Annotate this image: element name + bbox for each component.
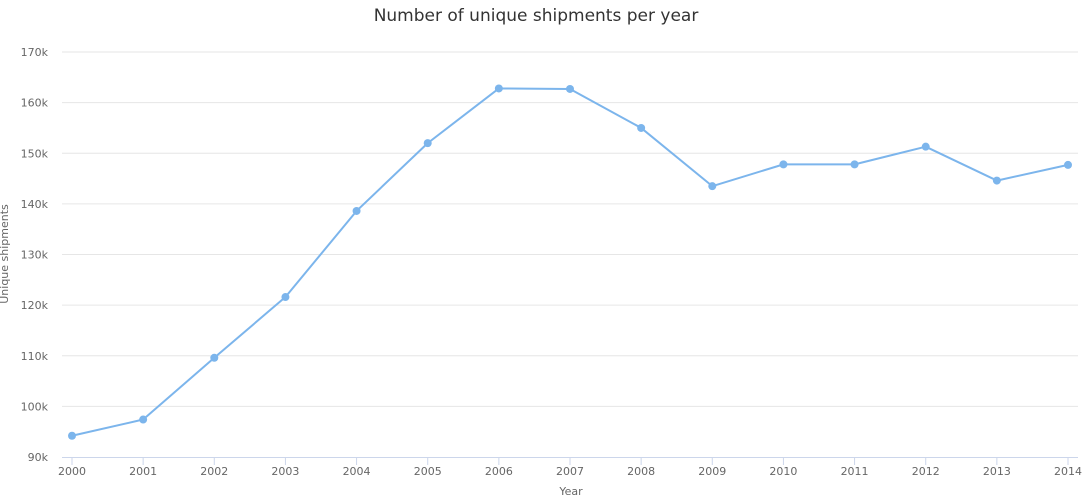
- y-tick-label: 140k: [21, 198, 49, 211]
- x-tick-label: 2003: [271, 465, 299, 478]
- x-tick-label: 2011: [841, 465, 869, 478]
- series-line: [71, 87, 1069, 437]
- data-point[interactable]: [494, 84, 503, 93]
- data-point[interactable]: [281, 293, 290, 302]
- data-point[interactable]: [68, 431, 76, 440]
- y-tick-label: 120k: [21, 299, 49, 312]
- y-tick-label: 110k: [21, 350, 49, 363]
- x-tick-label: 2001: [129, 465, 157, 478]
- series-layer: [71, 87, 1069, 437]
- data-point[interactable]: [850, 160, 859, 169]
- data-point[interactable]: [992, 176, 1001, 185]
- data-point[interactable]: [210, 353, 219, 362]
- data-point[interactable]: [139, 415, 148, 424]
- y-tick-label: 150k: [21, 147, 49, 160]
- gridlines: [62, 51, 1078, 407]
- data-point[interactable]: [352, 206, 361, 215]
- data-point[interactable]: [637, 123, 646, 132]
- x-tick-label: 2006: [485, 465, 513, 478]
- x-axis-ticks: 2000 2001 2002 2003 2004 2005 2006 2007 2008 2009…: [58, 457, 1082, 478]
- data-point[interactable]: [708, 182, 717, 191]
- data-points[interactable]: [68, 84, 1072, 440]
- y-axis-title: Unique shipments: [0, 204, 11, 304]
- y-tick-label: 170k: [21, 46, 49, 59]
- x-axis-title: Year: [558, 485, 583, 498]
- data-point[interactable]: [779, 160, 788, 169]
- data-point[interactable]: [1064, 160, 1072, 169]
- y-tick-label: 130k: [21, 249, 49, 262]
- y-tick-label: 100k: [21, 400, 49, 413]
- x-tick-label: 2008: [627, 465, 655, 478]
- x-tick-label: 2012: [912, 465, 940, 478]
- x-tick-label: 2009: [698, 465, 726, 478]
- x-tick-label: 2002: [200, 465, 228, 478]
- y-axis-ticks: 90k 100k 110k 120k 130k 140k 150k 160k 170k: [21, 46, 49, 464]
- x-tick-label: 2000: [58, 465, 86, 478]
- y-tick-label: 160k: [21, 97, 49, 110]
- data-point[interactable]: [566, 84, 574, 93]
- x-tick-label: 2005: [414, 465, 442, 478]
- x-tick-label: 2007: [556, 465, 584, 478]
- x-tick-label: 2010: [769, 465, 797, 478]
- data-point[interactable]: [921, 142, 930, 151]
- x-tick-label: 2004: [343, 465, 371, 478]
- y-tick-label: 90k: [28, 451, 49, 464]
- data-point[interactable]: [423, 139, 432, 148]
- x-tick-label: 2013: [983, 465, 1011, 478]
- x-tick-label: 2014: [1054, 465, 1082, 478]
- chart-title: Number of unique shipments per year: [374, 6, 699, 26]
